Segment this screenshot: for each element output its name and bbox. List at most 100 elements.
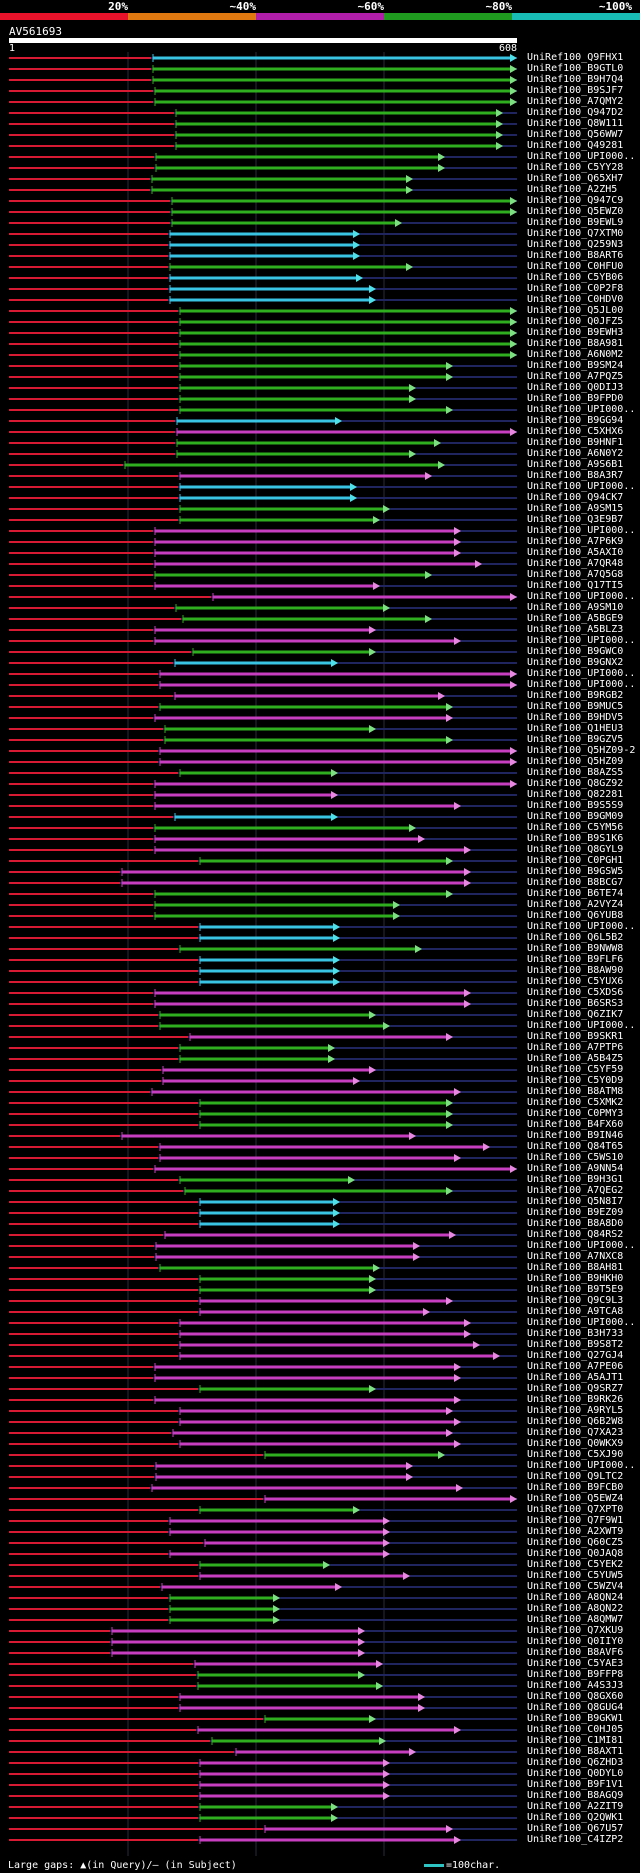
hit-label[interactable]: UniRef100_B9IN46	[527, 1130, 624, 1141]
hit-label[interactable]: UniRef100_Q5HZ09-2	[527, 745, 636, 756]
hit-label[interactable]: UniRef100_B6TE74	[527, 888, 624, 899]
hit-label[interactable]: UniRef100_Q27GJ4	[527, 1350, 624, 1361]
hit-label[interactable]: UniRef100_B8AW90	[527, 965, 624, 976]
hit-label[interactable]: UniRef100_A5B4Z5	[527, 1053, 624, 1064]
hit-label[interactable]: UniRef100_Q5EWZ0	[527, 206, 624, 217]
hit-label[interactable]: UniRef100_B9S1K6	[527, 833, 624, 844]
hit-label[interactable]: UniRef100_A8QN22	[527, 1603, 624, 1614]
hit-label[interactable]: UniRef100_Q947C9	[527, 195, 624, 206]
hit-label[interactable]: UniRef100_B8AZS5	[527, 767, 624, 778]
hit-label[interactable]: UniRef100_B9SM24	[527, 360, 624, 371]
hit-label[interactable]: UniRef100_C0HDV0	[527, 294, 624, 305]
hit-label[interactable]: UniRef100_Q259N3	[527, 239, 624, 250]
hit-label[interactable]: UniRef100_Q65XH7	[527, 173, 624, 184]
hit-label[interactable]: UniRef100_A9S6B1	[527, 459, 624, 470]
hit-label[interactable]: UniRef100_B8A3R7	[527, 470, 624, 481]
hit-label[interactable]: UniRef100_B9H3G1	[527, 1174, 624, 1185]
hit-label[interactable]: UniRef100_UPI000..	[527, 151, 636, 162]
hit-label[interactable]: UniRef100_B9EWH3	[527, 327, 624, 338]
hit-label[interactable]: UniRef100_B9F1V1	[527, 1779, 624, 1790]
hit-label[interactable]: UniRef100_B6SRS3	[527, 998, 624, 1009]
hit-label[interactable]: UniRef100_Q67U57	[527, 1823, 624, 1834]
hit-label[interactable]: UniRef100_A5BLZ3	[527, 624, 624, 635]
hit-label[interactable]: UniRef100_Q0WKX9	[527, 1438, 624, 1449]
hit-label[interactable]: UniRef100_C5YEK2	[527, 1559, 624, 1570]
hit-label[interactable]: UniRef100_C0PMY3	[527, 1108, 624, 1119]
hit-label[interactable]: UniRef100_C0HJ05	[527, 1724, 624, 1735]
hit-label[interactable]: UniRef100_C5YB06	[527, 272, 624, 283]
hit-label[interactable]: UniRef100_Q9LTC2	[527, 1471, 624, 1482]
hit-label[interactable]: UniRef100_Q6B2W8	[527, 1416, 624, 1427]
hit-label[interactable]: UniRef100_A6N0M2	[527, 349, 624, 360]
hit-label[interactable]: UniRef100_Q0DYL0	[527, 1768, 624, 1779]
hit-label[interactable]: UniRef100_B9SKR1	[527, 1031, 624, 1042]
hit-label[interactable]: UniRef100_UPI000..	[527, 1020, 636, 1031]
hit-label[interactable]: UniRef100_Q8GX60	[527, 1691, 624, 1702]
hit-label[interactable]: UniRef100_C5XJ90	[527, 1449, 624, 1460]
hit-label[interactable]: UniRef100_UPI000..	[527, 668, 636, 679]
hit-label[interactable]: UniRef100_C5WS10	[527, 1152, 624, 1163]
hit-label[interactable]: UniRef100_B9GNX2	[527, 657, 624, 668]
hit-label[interactable]: UniRef100_B9GKW1	[527, 1713, 624, 1724]
hit-label[interactable]: UniRef100_B9HDV5	[527, 712, 624, 723]
hit-label[interactable]: UniRef100_A7P6K9	[527, 536, 624, 547]
hit-label[interactable]: UniRef100_B9GG94	[527, 415, 624, 426]
hit-label[interactable]: UniRef100_UPI000..	[527, 481, 636, 492]
hit-label[interactable]: UniRef100_B9S5S9	[527, 800, 624, 811]
hit-label[interactable]: UniRef100_UPI000..	[527, 591, 636, 602]
hit-label[interactable]: UniRef100_Q2QWK1	[527, 1812, 624, 1823]
hit-label[interactable]: UniRef100_A7NXC8	[527, 1251, 624, 1262]
hit-label[interactable]: UniRef100_C5YM56	[527, 822, 624, 833]
hit-label[interactable]: UniRef100_B9HKH0	[527, 1273, 624, 1284]
hit-label[interactable]: UniRef100_B9FLF6	[527, 954, 624, 965]
hit-label[interactable]: UniRef100_B3H733	[527, 1328, 624, 1339]
hit-label[interactable]: UniRef100_Q6YUB8	[527, 910, 624, 921]
hit-label[interactable]: UniRef100_Q0JAQ8	[527, 1548, 624, 1559]
hit-label[interactable]: UniRef100_B8AGQ9	[527, 1790, 624, 1801]
hit-label[interactable]: UniRef100_Q6L5B2	[527, 932, 624, 943]
hit-label[interactable]: UniRef100_A9SM15	[527, 503, 624, 514]
hit-label[interactable]: UniRef100_B9GSW5	[527, 866, 624, 877]
hit-label[interactable]: UniRef100_Q94CK7	[527, 492, 624, 503]
hit-label[interactable]: UniRef100_B9GTL0	[527, 63, 624, 74]
hit-label[interactable]: UniRef100_C5XDS6	[527, 987, 624, 998]
hit-label[interactable]: UniRef100_UPI000..	[527, 404, 636, 415]
hit-label[interactable]: UniRef100_UPI000..	[527, 1240, 636, 1251]
hit-label[interactable]: UniRef100_B9EZ09	[527, 1207, 624, 1218]
hit-label[interactable]: UniRef100_Q49281	[527, 140, 624, 151]
hit-label[interactable]: UniRef100_Q947D2	[527, 107, 624, 118]
hit-label[interactable]: UniRef100_B9FFP8	[527, 1669, 624, 1680]
hit-label[interactable]: UniRef100_UPI000..	[527, 635, 636, 646]
hit-label[interactable]: UniRef100_A8QMW7	[527, 1614, 624, 1625]
hit-label[interactable]: UniRef100_B9NWW8	[527, 943, 624, 954]
hit-label[interactable]: UniRef100_B9EWL9	[527, 217, 624, 228]
hit-label[interactable]: UniRef100_B8AXT1	[527, 1746, 624, 1757]
hit-label[interactable]: UniRef100_Q0IIY0	[527, 1636, 624, 1647]
hit-label[interactable]: UniRef100_A7QEG2	[527, 1185, 624, 1196]
hit-label[interactable]: UniRef100_B9S8T2	[527, 1339, 624, 1350]
hit-label[interactable]: UniRef100_C4IZP2	[527, 1834, 624, 1845]
hit-label[interactable]: UniRef100_A5AXI0	[527, 547, 624, 558]
hit-label[interactable]: UniRef100_B8A8D0	[527, 1218, 624, 1229]
hit-label[interactable]: UniRef100_Q8GYL9	[527, 844, 624, 855]
hit-label[interactable]: UniRef100_C5YY28	[527, 162, 624, 173]
hit-label[interactable]: UniRef100_Q5EWZ4	[527, 1493, 624, 1504]
hit-label[interactable]: UniRef100_C5XHX6	[527, 426, 624, 437]
hit-label[interactable]: UniRef100_C1MI81	[527, 1735, 624, 1746]
hit-label[interactable]: UniRef100_UPI000..	[527, 679, 636, 690]
hit-label[interactable]: UniRef100_Q0JFZ5	[527, 316, 624, 327]
hit-label[interactable]: UniRef100_Q5N8I7	[527, 1196, 624, 1207]
hit-label[interactable]: UniRef100_A4S3J3	[527, 1680, 624, 1691]
hit-label[interactable]: UniRef100_B9RGB2	[527, 690, 624, 701]
hit-label[interactable]: UniRef100_C5YUX6	[527, 976, 624, 987]
hit-label[interactable]: UniRef100_B9T5E9	[527, 1284, 624, 1295]
hit-label[interactable]: UniRef100_C0P2F8	[527, 283, 624, 294]
hit-label[interactable]: UniRef100_B9HNF1	[527, 437, 624, 448]
hit-label[interactable]: UniRef100_UPI000..	[527, 1317, 636, 1328]
hit-label[interactable]: UniRef100_A9TCA8	[527, 1306, 624, 1317]
hit-label[interactable]: UniRef100_A9SM10	[527, 602, 624, 613]
hit-label[interactable]: UniRef100_A2ZH5	[527, 184, 618, 195]
hit-label[interactable]: UniRef100_C5YAE3	[527, 1658, 624, 1669]
hit-label[interactable]: UniRef100_Q84RS2	[527, 1229, 624, 1240]
hit-label[interactable]: UniRef100_A2ZIT9	[527, 1801, 624, 1812]
